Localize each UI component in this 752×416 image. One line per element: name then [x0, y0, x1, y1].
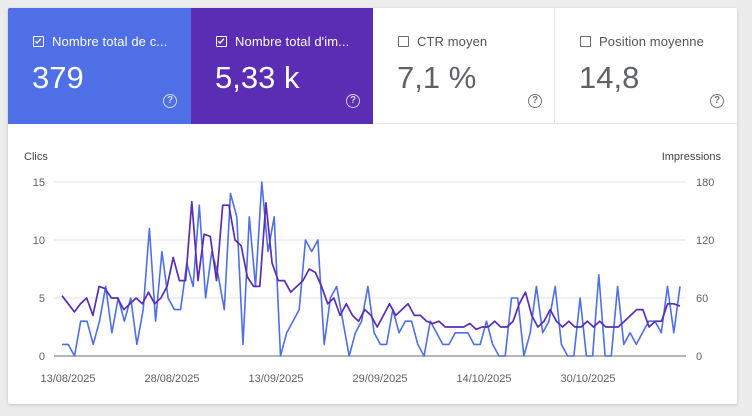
- chart-svg: Clics Impressions 0 0 5 60 10 120 15 180 13/08/2…: [24, 151, 722, 385]
- clicks-line: [62, 181, 681, 357]
- y-tick-left: 10: [33, 235, 45, 247]
- metric-label: CTR moyen: [417, 34, 488, 49]
- help-icon[interactable]: ?: [528, 94, 542, 108]
- metric-value: 5,33 k: [215, 60, 300, 95]
- performance-chart: Clics Impressions 0 0 5 60 10 120 15 180 13/08/2…: [8, 124, 737, 404]
- x-tick: 29/09/2025: [352, 373, 407, 385]
- x-tick: 28/08/2025: [144, 373, 199, 385]
- y-tick-left: 15: [33, 177, 45, 189]
- checkbox-unchecked-icon[interactable]: [580, 36, 591, 47]
- metric-value: 14,8: [579, 60, 640, 95]
- metric-average-position[interactable]: Position moyenne 14,8 ?: [555, 8, 737, 124]
- metric-average-ctr[interactable]: CTR moyen 7,1 % ?: [373, 8, 555, 124]
- performance-card: Nombre total de c... 379 ? Nombre total …: [8, 8, 737, 404]
- x-tick: 14/10/2025: [456, 373, 511, 385]
- metric-tiles: Nombre total de c... 379 ? Nombre total …: [8, 8, 737, 124]
- checkbox-checked-icon[interactable]: [216, 36, 227, 47]
- y-axis-left-label: Clics: [24, 151, 48, 163]
- metric-label: Position moyenne: [599, 34, 704, 49]
- y-tick-right: 0: [696, 351, 702, 363]
- x-tick: 13/09/2025: [248, 373, 303, 385]
- help-icon[interactable]: ?: [346, 94, 360, 108]
- metric-value: 379: [32, 60, 84, 95]
- chart-grid: [54, 181, 686, 357]
- y-tick-left: 0: [39, 351, 45, 363]
- x-tick: 13/08/2025: [40, 373, 95, 385]
- y-tick-right: 120: [696, 235, 714, 247]
- y-tick-left: 5: [39, 293, 45, 305]
- metric-label: Nombre total de c...: [52, 34, 168, 49]
- help-icon[interactable]: ?: [163, 94, 177, 108]
- impressions-line: [61, 200, 681, 331]
- x-tick: 30/10/2025: [560, 373, 615, 385]
- y-tick-right: 180: [696, 177, 714, 189]
- y-axis-right-label: Impressions: [662, 151, 722, 163]
- metric-total-impressions[interactable]: Nombre total d'im... 5,33 k ?: [191, 8, 373, 124]
- y-tick-right: 60: [696, 293, 708, 305]
- chart-series: [61, 181, 681, 357]
- checkbox-unchecked-icon[interactable]: [398, 36, 409, 47]
- metric-total-clicks[interactable]: Nombre total de c... 379 ?: [8, 8, 191, 124]
- chart-tick-labels: 0 0 5 60 10 120 15 180 13/08/2025 28/08/2025 13/09…: [33, 177, 715, 385]
- checkbox-checked-icon[interactable]: [33, 36, 44, 47]
- metric-value: 7,1 %: [397, 60, 477, 95]
- metric-label: Nombre total d'im...: [235, 34, 350, 49]
- help-icon[interactable]: ?: [710, 94, 724, 108]
